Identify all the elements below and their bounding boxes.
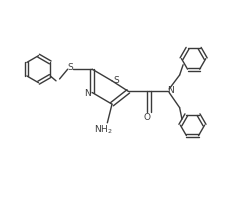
Text: N: N: [85, 89, 91, 98]
Text: NH$_2$: NH$_2$: [94, 123, 112, 135]
Text: O: O: [144, 113, 150, 122]
Text: N: N: [167, 86, 174, 94]
Text: S: S: [113, 76, 119, 85]
Text: S: S: [67, 63, 73, 72]
